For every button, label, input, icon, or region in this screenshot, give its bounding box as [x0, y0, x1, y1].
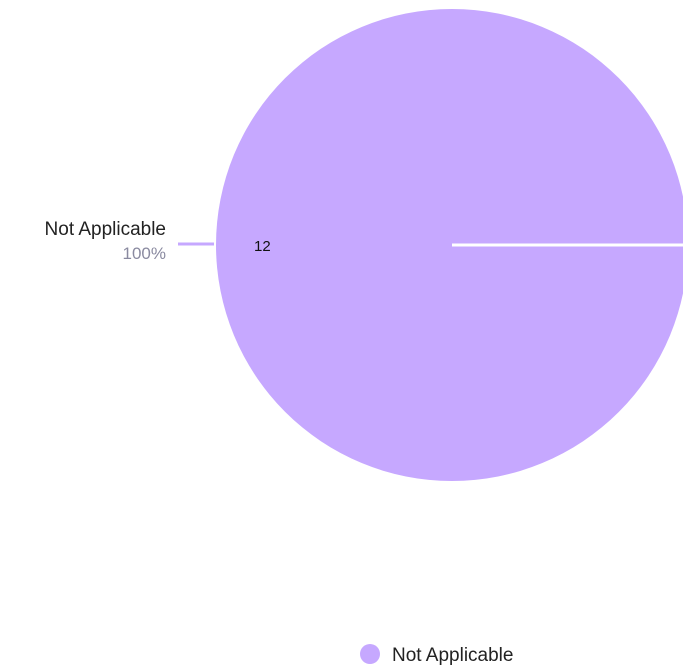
pie-slice[interactable]	[216, 9, 683, 481]
callout-slice-label: Not Applicable	[45, 219, 166, 240]
legend-swatch[interactable]	[360, 644, 380, 664]
pie-labels: Not Applicable 100% 12	[45, 219, 271, 263]
pie-slices	[216, 9, 683, 481]
slice-value-label: 12	[254, 238, 271, 255]
callout-slice-percent: 100%	[123, 244, 166, 263]
legend-item-label[interactable]: Not Applicable	[392, 645, 513, 666]
legend: Not Applicable	[360, 644, 513, 666]
